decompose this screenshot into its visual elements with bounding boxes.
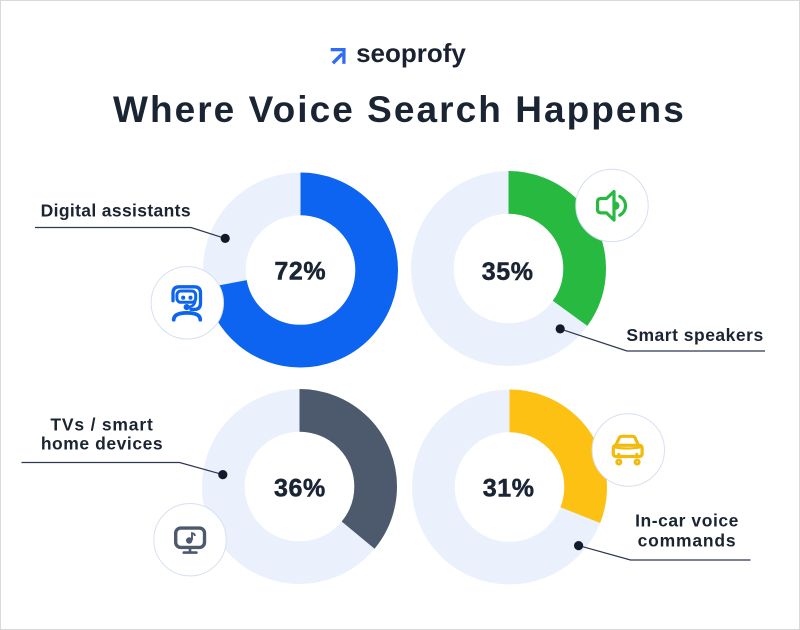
svg-text:Digital assistants: Digital assistants	[41, 201, 191, 221]
svg-text:Smart speakers: Smart speakers	[626, 325, 763, 345]
svg-text:31%: 31%	[483, 475, 535, 503]
svg-text:commands: commands	[638, 531, 737, 551]
svg-text:36%: 36%	[274, 474, 326, 502]
svg-text:TVs / smart: TVs / smart	[50, 414, 153, 434]
svg-text:35%: 35%	[482, 258, 534, 286]
svg-text:seoprofy: seoprofy	[356, 38, 466, 68]
svg-text:72%: 72%	[274, 257, 326, 285]
svg-text:Where Voice Search Happens: Where Voice Search Happens	[113, 89, 686, 130]
svg-text:home devices: home devices	[41, 434, 163, 454]
svg-text:In-car voice: In-car voice	[635, 510, 739, 530]
